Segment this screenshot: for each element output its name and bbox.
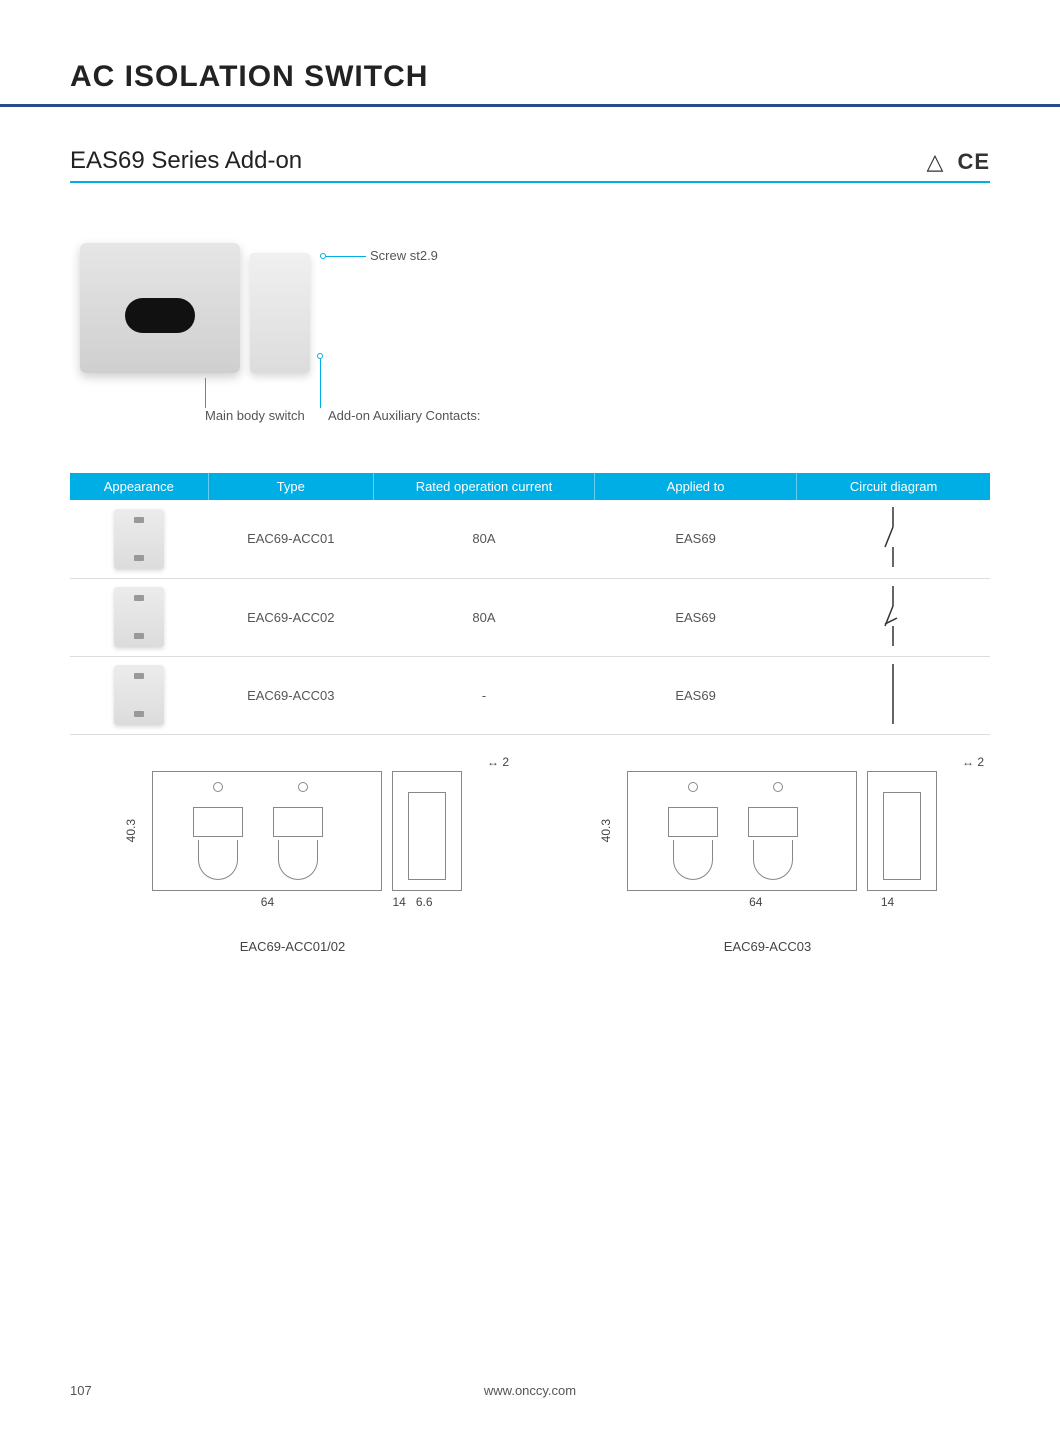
col-applied: Applied to: [594, 473, 796, 500]
dim-width-labels: 64 14 6.6: [70, 895, 515, 909]
callout-main-label: Main body switch: [205, 408, 305, 423]
footer: 107 www.onccy.com: [70, 1383, 990, 1398]
cell-circuit: [797, 500, 990, 578]
cert-icons: △ CE: [927, 149, 990, 175]
cell-applied: EAS69: [594, 578, 796, 656]
cell-applied: EAS69: [594, 500, 796, 578]
dim-body-width: 64: [641, 895, 871, 909]
dim-drawings-right: 40.3: [545, 771, 990, 891]
circuit-straight-icon: [873, 664, 913, 724]
callout-screw-label: Screw st2.9: [370, 248, 438, 263]
cell-current: 80A: [374, 578, 595, 656]
subtitle: EAS69 Series Add-on: [70, 147, 302, 175]
dim-height-label: 40.3: [599, 819, 613, 842]
appearance-thumb: [114, 665, 164, 725]
product-addon-module: [250, 253, 310, 373]
col-type: Type: [208, 473, 374, 500]
cell-type: EAC69-ACC01: [208, 500, 374, 578]
dim-body-drawing: [627, 771, 857, 891]
table-row: EAC69-ACC01 80A EAS69: [70, 500, 990, 578]
cell-circuit: [797, 578, 990, 656]
dim-top-label: ↔ 2: [70, 755, 515, 769]
callout-addon-label: Add-on Auxiliary Contacts:: [328, 408, 480, 423]
spec-table: Appearance Type Rated operation current …: [70, 473, 990, 735]
cell-type: EAC69-ACC03: [208, 656, 374, 734]
title-rule: [0, 104, 1060, 107]
dim-side-drawing: [867, 771, 937, 891]
cert-triangle-icon: △: [927, 149, 944, 175]
cell-circuit: [797, 656, 990, 734]
dim-body-width: 64: [152, 895, 382, 909]
page-title: AC ISOLATION SWITCH: [70, 60, 990, 104]
col-appearance: Appearance: [70, 473, 208, 500]
dim-side-width2: 6.6: [416, 895, 433, 909]
circuit-nc-icon: [873, 586, 913, 646]
dim-width-labels: 64 14: [545, 895, 990, 909]
table-row: EAC69-ACC03 - EAS69: [70, 656, 990, 734]
callout-line: [326, 256, 366, 257]
product-knob: [125, 298, 195, 333]
dim-side-drawing: [392, 771, 462, 891]
dim-caption-left: EAC69-ACC01/02: [70, 939, 515, 954]
cell-type: EAC69-ACC02: [208, 578, 374, 656]
circuit-no-icon: [873, 507, 913, 567]
dim-side-width: 14: [881, 895, 894, 909]
table-row: EAC69-ACC02 80A EAS69: [70, 578, 990, 656]
dim-side-width: 14: [392, 895, 405, 909]
cell-current: -: [374, 656, 595, 734]
col-circuit: Circuit diagram: [797, 473, 990, 500]
hero-section: Screw st2.9 Main body switch Add-on Auxi…: [70, 233, 990, 433]
dim-drawings-left: 40.3: [70, 771, 515, 891]
callout-line: [320, 359, 321, 408]
table-header-row: Appearance Type Rated operation current …: [70, 473, 990, 500]
dim-top-label: ↔ 2: [545, 755, 990, 769]
dim-group-left: ↔ 2 40.3 64 14 6.6 EAC69-ACC01/02: [70, 755, 515, 954]
subheader: EAS69 Series Add-on △ CE: [70, 147, 990, 183]
dim-group-right: ↔ 2 40.3 64 14 EAC69-ACC03: [545, 755, 990, 954]
dim-caption-right: EAC69-ACC03: [545, 939, 990, 954]
hero-product-image: Screw st2.9 Main body switch Add-on Auxi…: [70, 233, 490, 433]
page-number: 107: [70, 1383, 92, 1398]
dim-body-drawing: [152, 771, 382, 891]
dimensions-section: ↔ 2 40.3 64 14 6.6 EAC69-ACC01/02 ↔ 2 40…: [70, 755, 990, 954]
col-current: Rated operation current: [374, 473, 595, 500]
cell-current: 80A: [374, 500, 595, 578]
footer-website: www.onccy.com: [484, 1383, 576, 1398]
cell-applied: EAS69: [594, 656, 796, 734]
callout-line: [205, 378, 206, 408]
cert-ce-icon: CE: [957, 149, 990, 175]
appearance-thumb: [114, 587, 164, 647]
appearance-thumb: [114, 509, 164, 569]
dim-height-label: 40.3: [124, 819, 138, 842]
